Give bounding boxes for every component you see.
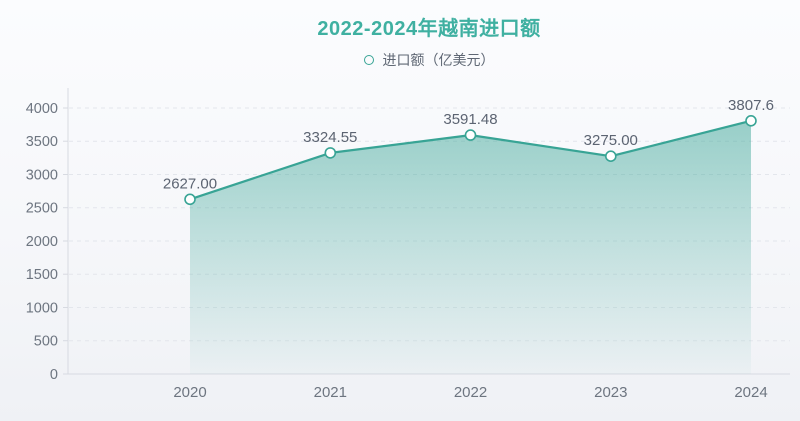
chart-header: 2022-2024年越南进口额 进口额（亿美元） [68,0,790,70]
data-point-label: 3275.00 [584,132,638,149]
y-tick-label: 4000 [26,101,58,117]
data-point-label: 3591.48 [443,111,497,128]
x-tick-label: 2020 [173,384,206,401]
y-tick-label: 500 [34,334,58,350]
data-point-label: 2627.00 [163,175,217,192]
legend-circle-icon [363,55,374,65]
data-point-marker[interactable] [324,147,337,159]
x-tick-label: 2024 [734,384,767,401]
x-tick-label: 2022 [454,384,487,401]
legend-item-imports[interactable]: 进口额（亿美元） [363,50,495,70]
data-point-marker[interactable] [464,129,477,141]
y-tick-label: 2000 [26,234,58,250]
legend-label: 进口额（亿美元） [382,52,495,68]
data-point-label: 3807.6 [728,97,774,114]
y-tick-label: 3000 [26,168,58,184]
x-tick-label: 2021 [314,384,347,401]
x-tick-label: 2023 [594,384,627,401]
legend: 进口额（亿美元） [68,50,790,70]
area-fill [190,120,751,374]
y-tick-label: 2500 [26,201,58,217]
y-tick-label: 1500 [26,267,58,283]
y-tick-label: 1000 [26,301,58,317]
chart-title: 2022-2024年越南进口额 [317,18,541,40]
y-tick-label: 3500 [26,134,58,150]
data-point-label: 3324.55 [303,129,357,146]
data-point-marker[interactable] [184,193,196,206]
data-point-marker[interactable] [604,150,617,162]
data-point-marker[interactable] [745,115,757,127]
y-tick-label: 0 [50,367,58,383]
